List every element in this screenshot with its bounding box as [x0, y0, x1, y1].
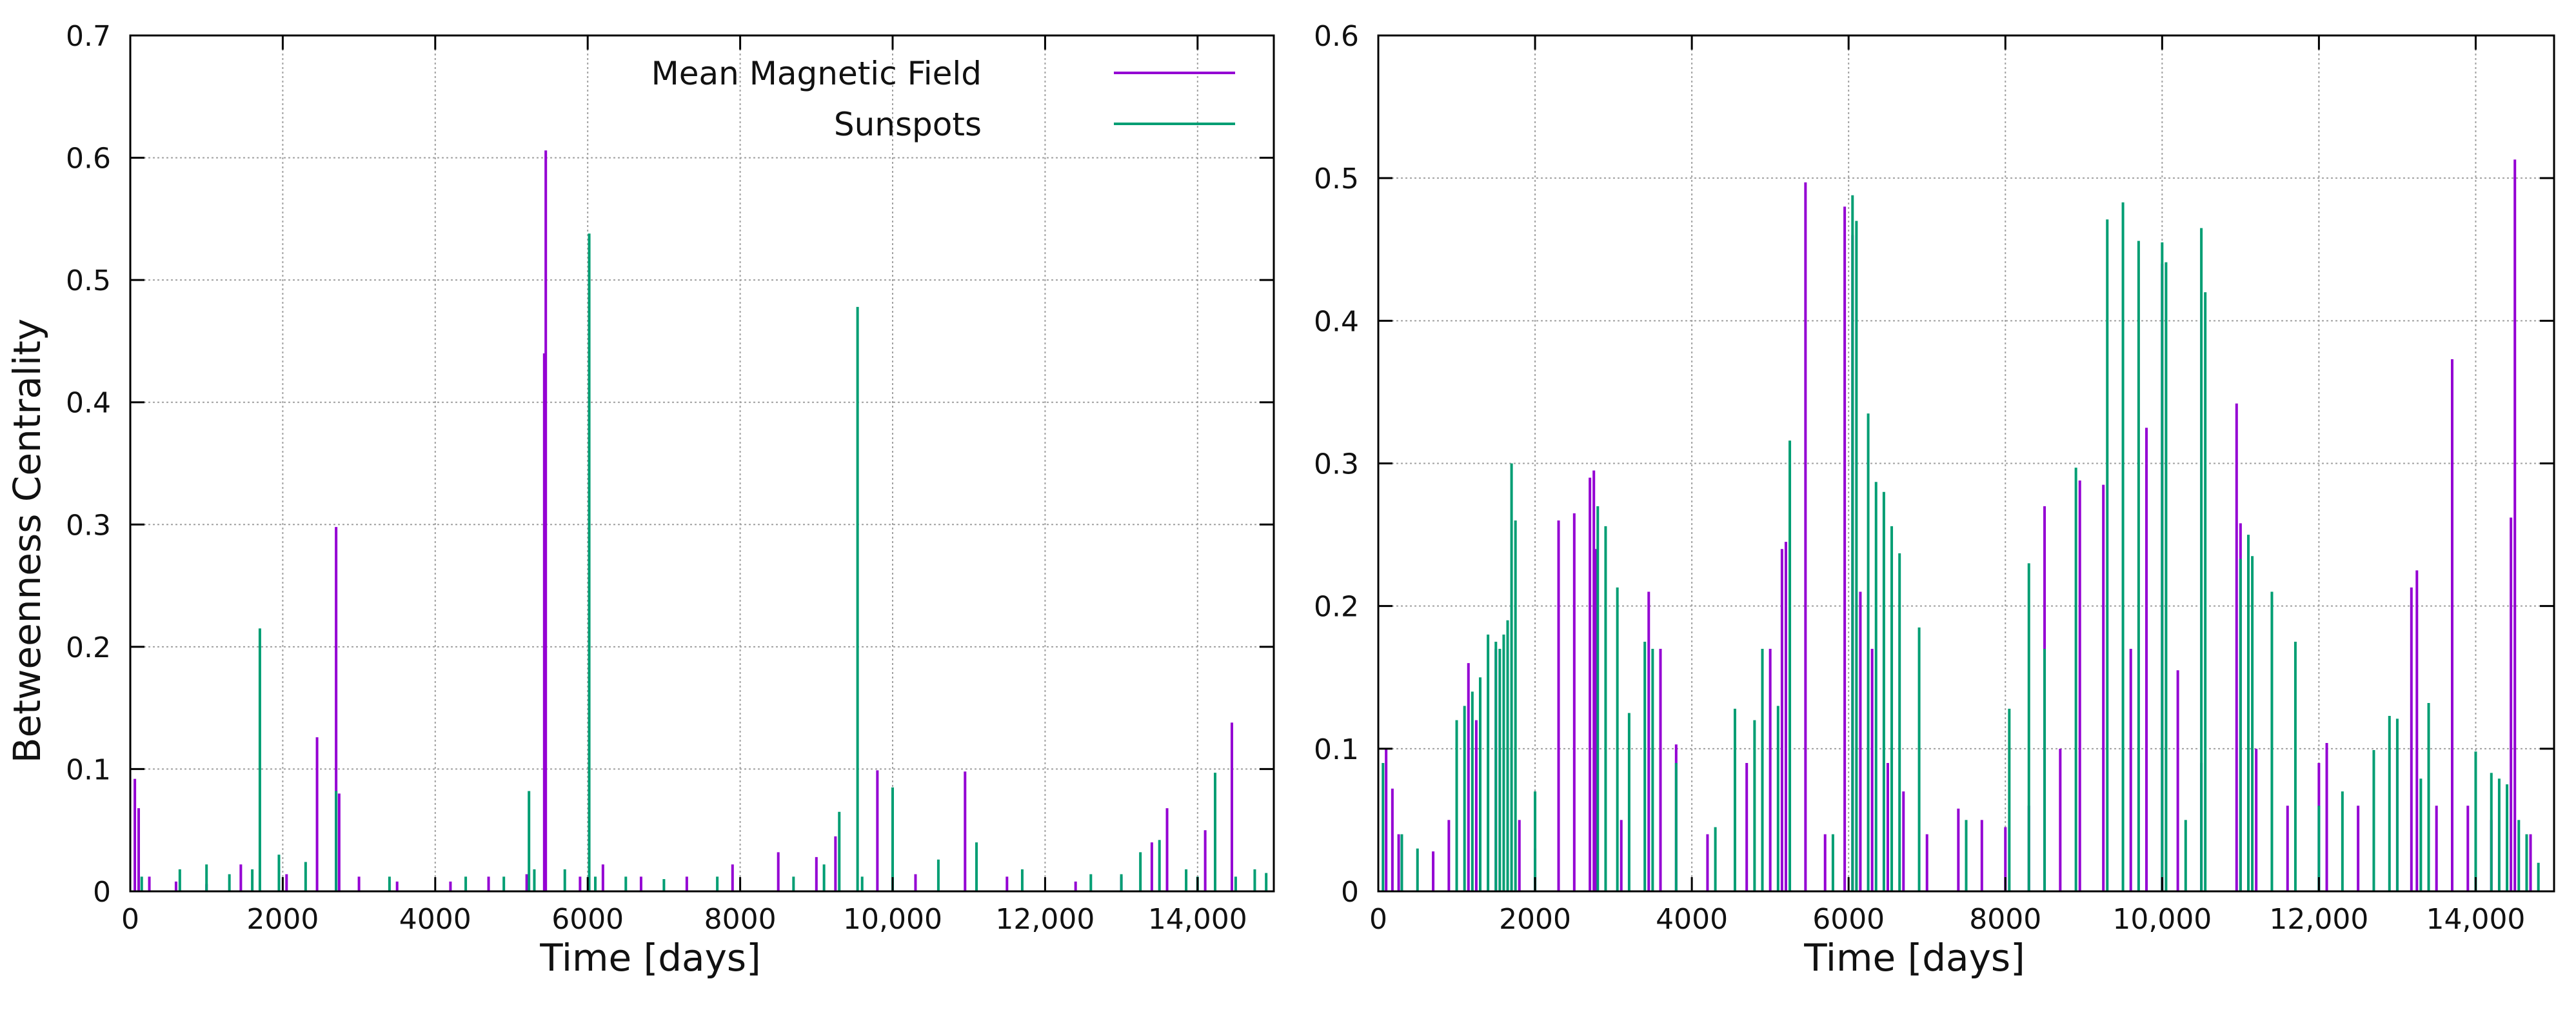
x-tick-label: 10,000 — [2112, 903, 2212, 936]
grid-lines — [1378, 35, 2554, 891]
y-tick-label: 0.1 — [66, 753, 111, 786]
x-tick-label: 8000 — [704, 903, 777, 936]
y-tick-label: 0.6 — [1314, 20, 1359, 53]
chart-panel-right: 0 2000 4000 6000 8000 10,000 12,000 14,000 0 0.1 0… — [1314, 20, 2555, 980]
x-tick-label: 2000 — [1499, 903, 1571, 936]
y-tick-label: 0.5 — [1314, 163, 1359, 195]
x-tick-label: 8000 — [1969, 903, 2041, 936]
axis-ticks: 0 2000 4000 6000 8000 10,000 12,000 14,000 0 0.1 0… — [66, 20, 1274, 936]
y-tick-label: 0 — [93, 876, 111, 909]
x-tick-label: 0 — [121, 903, 139, 936]
y-tick-label: 0.3 — [1314, 448, 1359, 481]
y-tick-label: 0.1 — [1314, 733, 1359, 766]
x-tick-label: 14,000 — [2426, 903, 2525, 936]
y-axis-title: Betweenness Centrality — [5, 319, 49, 763]
y-tick-label: 0.2 — [66, 631, 111, 664]
legend-label: Mean Magnetic Field — [651, 55, 982, 92]
x-tick-label: 6000 — [551, 903, 624, 936]
series-magnetic-field — [1385, 159, 2532, 891]
x-tick-label: 10,000 — [843, 903, 942, 936]
x-tick-label: 14,000 — [1148, 903, 1247, 936]
x-tick-label: 4000 — [1656, 903, 1728, 936]
y-tick-label: 0.6 — [66, 143, 111, 175]
y-tick-label: 0 — [1341, 876, 1359, 909]
x-tick-label: 12,000 — [2269, 903, 2368, 936]
series-sunspots — [140, 233, 1268, 891]
legend-label: Sunspots — [834, 106, 982, 143]
y-tick-label: 0.4 — [1314, 305, 1359, 338]
legend: Mean Magnetic Field Sunspots — [651, 55, 1235, 143]
series-sunspots — [1382, 195, 2540, 891]
x-tick-label: 6000 — [1812, 903, 1885, 936]
series-magnetic-field — [134, 150, 1233, 891]
x-tick-label: 2000 — [246, 903, 319, 936]
chart-panel-left: 0 2000 4000 6000 8000 10,000 12,000 14,000 0 0.1 0… — [5, 20, 1275, 980]
x-axis-title: Time [days] — [1803, 936, 2025, 980]
axis-ticks: 0 2000 4000 6000 8000 10,000 12,000 14,000 0 0.1 0… — [1314, 20, 2554, 936]
x-tick-label: 12,000 — [995, 903, 1095, 936]
y-tick-label: 0.4 — [66, 387, 111, 420]
grid-lines — [130, 35, 1274, 891]
x-tick-label: 0 — [1369, 903, 1387, 936]
y-tick-label: 0.7 — [66, 20, 111, 53]
x-axis-title: Time [days] — [539, 936, 761, 980]
y-tick-label: 0.5 — [66, 264, 111, 297]
y-tick-label: 0.2 — [1314, 591, 1359, 624]
plot-frame — [129, 34, 1275, 893]
x-tick-label: 4000 — [399, 903, 471, 936]
y-tick-label: 0.3 — [66, 509, 111, 542]
